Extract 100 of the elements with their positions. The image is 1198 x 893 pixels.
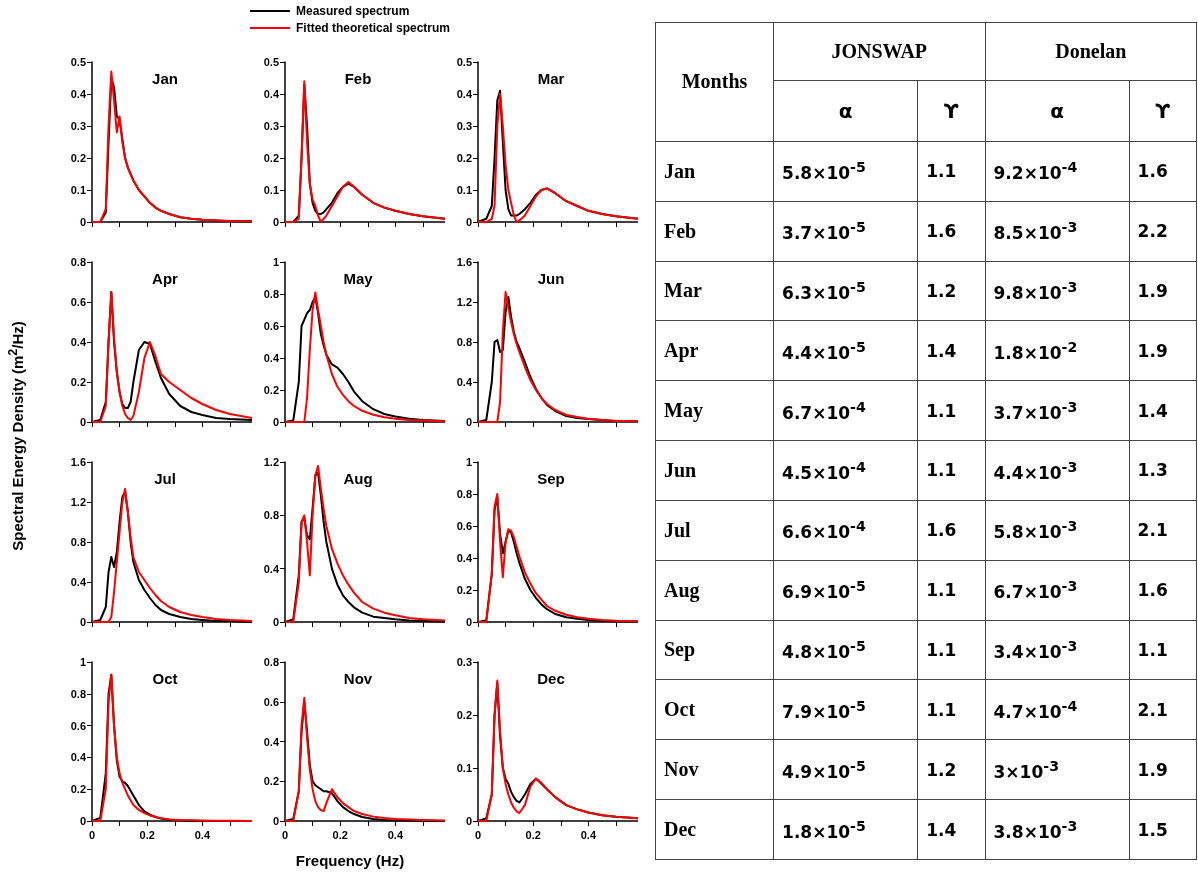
- text: 1.8×10$^{-2}$: [993, 338, 1078, 363]
- x-tick-label: 0.2: [525, 828, 541, 841]
- text: 1.6: [1137, 161, 1168, 182]
- text: 2.1: [1137, 520, 1168, 541]
- category-label: Mar: [664, 279, 702, 302]
- category-label: Oct: [664, 698, 696, 721]
- y-tick-label: 0.3: [456, 120, 472, 132]
- y-tick-label: 0: [465, 216, 472, 228]
- y-tick-label: 0.8: [456, 488, 472, 500]
- text: 3×10$^{-3}$: [993, 757, 1059, 782]
- text: 9.8×10$^{-3}$: [993, 279, 1078, 303]
- category-label: ϒ: [917, 80, 986, 142]
- y-tick-label: 0.1: [456, 184, 472, 196]
- y-tick-label: 0.2: [70, 152, 86, 164]
- text: 1.9: [1137, 340, 1168, 361]
- text: 1.4: [926, 340, 957, 361]
- category-label: Aug: [664, 578, 700, 601]
- category-label: α: [773, 80, 918, 142]
- text: Sep: [537, 470, 565, 487]
- text: Nov: [343, 670, 373, 687]
- y-tick-label: 0.4: [456, 552, 473, 564]
- y-tick-label: 0.8: [263, 509, 279, 522]
- y-tick-label: 0.2: [263, 384, 279, 396]
- text: Months: [655, 22, 774, 142]
- y-tick-label: 0.6: [263, 320, 279, 332]
- y-tick-label: 0.4: [263, 562, 280, 575]
- y-tick-label: 1: [79, 656, 86, 668]
- text: Jul: [154, 470, 176, 487]
- y-tick-label: 0.8: [456, 336, 472, 348]
- y-tick-label: 0.2: [263, 775, 279, 788]
- category-label: Nov: [664, 758, 699, 781]
- text: 1.6: [1137, 580, 1168, 601]
- legend-label: Fitted theoretical spectrum: [296, 20, 451, 35]
- y-tick-label: 0: [272, 216, 279, 228]
- category-label: Jan: [664, 159, 696, 182]
- y-tick-label: 0.4: [263, 88, 280, 100]
- y-tick-label: 0.4: [70, 88, 87, 100]
- y-tick-label: 0.2: [456, 709, 472, 721]
- category-label: Jul: [664, 518, 691, 541]
- text: 1.2: [926, 280, 957, 301]
- x-tick-label: 0.2: [139, 828, 155, 841]
- y-tick-label: 0.3: [70, 120, 86, 132]
- y-tick-label: 0.6: [263, 695, 279, 708]
- text: 6.7×10$^{-3}$: [993, 578, 1078, 602]
- y-tick-label: 0.3: [456, 656, 472, 668]
- text: 3.4×10$^{-3}$: [993, 638, 1078, 662]
- text: 1.1: [926, 460, 957, 481]
- text: 1.4: [926, 819, 957, 840]
- y-tick-label: 0: [465, 416, 472, 428]
- y-tick-label: 0.6: [70, 296, 86, 308]
- text: 7.9×10$^{-5}$: [782, 697, 866, 722]
- category-label: α: [985, 80, 1130, 142]
- y-tick-label: 0.2: [456, 152, 472, 164]
- y-tick-label: 0.8: [70, 256, 86, 268]
- text: 3.8×10$^{-3}$: [993, 817, 1078, 842]
- y-tick-label: 0.4: [456, 376, 473, 388]
- text: 6.7×10$^{-4}$: [782, 398, 866, 423]
- text: 2.1: [1137, 699, 1168, 720]
- y-tick-label: 0.5: [456, 56, 472, 68]
- x-tick-label: 0.2: [332, 828, 348, 841]
- text: 1.1: [926, 580, 957, 601]
- text: Oct: [152, 670, 178, 687]
- text: 2.2: [1137, 221, 1168, 242]
- text: 3.7×10$^{-5}$: [782, 219, 866, 243]
- text: Apr: [152, 270, 179, 287]
- text: 1.4: [1137, 400, 1168, 421]
- y-tick-label: 0.5: [70, 56, 86, 68]
- text: 1.3: [1137, 460, 1168, 481]
- y-tick-label: 0.2: [70, 376, 86, 388]
- text: JONSWAP: [773, 22, 986, 81]
- y-tick-label: 0.1: [456, 762, 472, 774]
- y-tick-label: 0: [79, 416, 86, 428]
- text: Jan: [152, 70, 178, 87]
- category-label: Feb: [664, 219, 697, 242]
- legend-label: Measured spectrum: [296, 3, 410, 18]
- text: 6.9×10$^{-5}$: [782, 578, 866, 602]
- y-tick-label: 1.2: [70, 496, 86, 508]
- text: 4.8×10$^{-5}$: [782, 638, 866, 662]
- y-tick-label: 0: [272, 616, 279, 628]
- y-tick-label: 0.2: [456, 584, 472, 596]
- y-tick-label: 0: [272, 416, 279, 428]
- category-label: ϒ: [1129, 80, 1197, 142]
- text: Jun: [537, 270, 565, 287]
- y-tick-label: 0: [272, 815, 279, 827]
- y-tick-label: 0.2: [70, 783, 86, 796]
- y-tick-label: 0.6: [70, 719, 86, 732]
- text: 1.1: [926, 400, 957, 421]
- text: 3.7×10$^{-3}$: [993, 398, 1078, 423]
- y-tick-label: 0: [465, 815, 472, 827]
- y-tick-label: 0: [79, 216, 86, 228]
- y-tick-label: 0.8: [70, 536, 86, 548]
- category-label: Apr: [664, 339, 699, 362]
- category-label: May: [664, 399, 703, 422]
- y-tick-label: 0.5: [263, 56, 279, 68]
- text: Feb: [344, 70, 372, 87]
- y-tick-label: 1.6: [70, 456, 86, 468]
- text: 4.4×10$^{-5}$: [782, 338, 866, 363]
- y-tick-label: 0.4: [70, 751, 87, 764]
- text: 4.9×10$^{-5}$: [782, 757, 866, 782]
- text: 1.8×10$^{-5}$: [782, 817, 866, 842]
